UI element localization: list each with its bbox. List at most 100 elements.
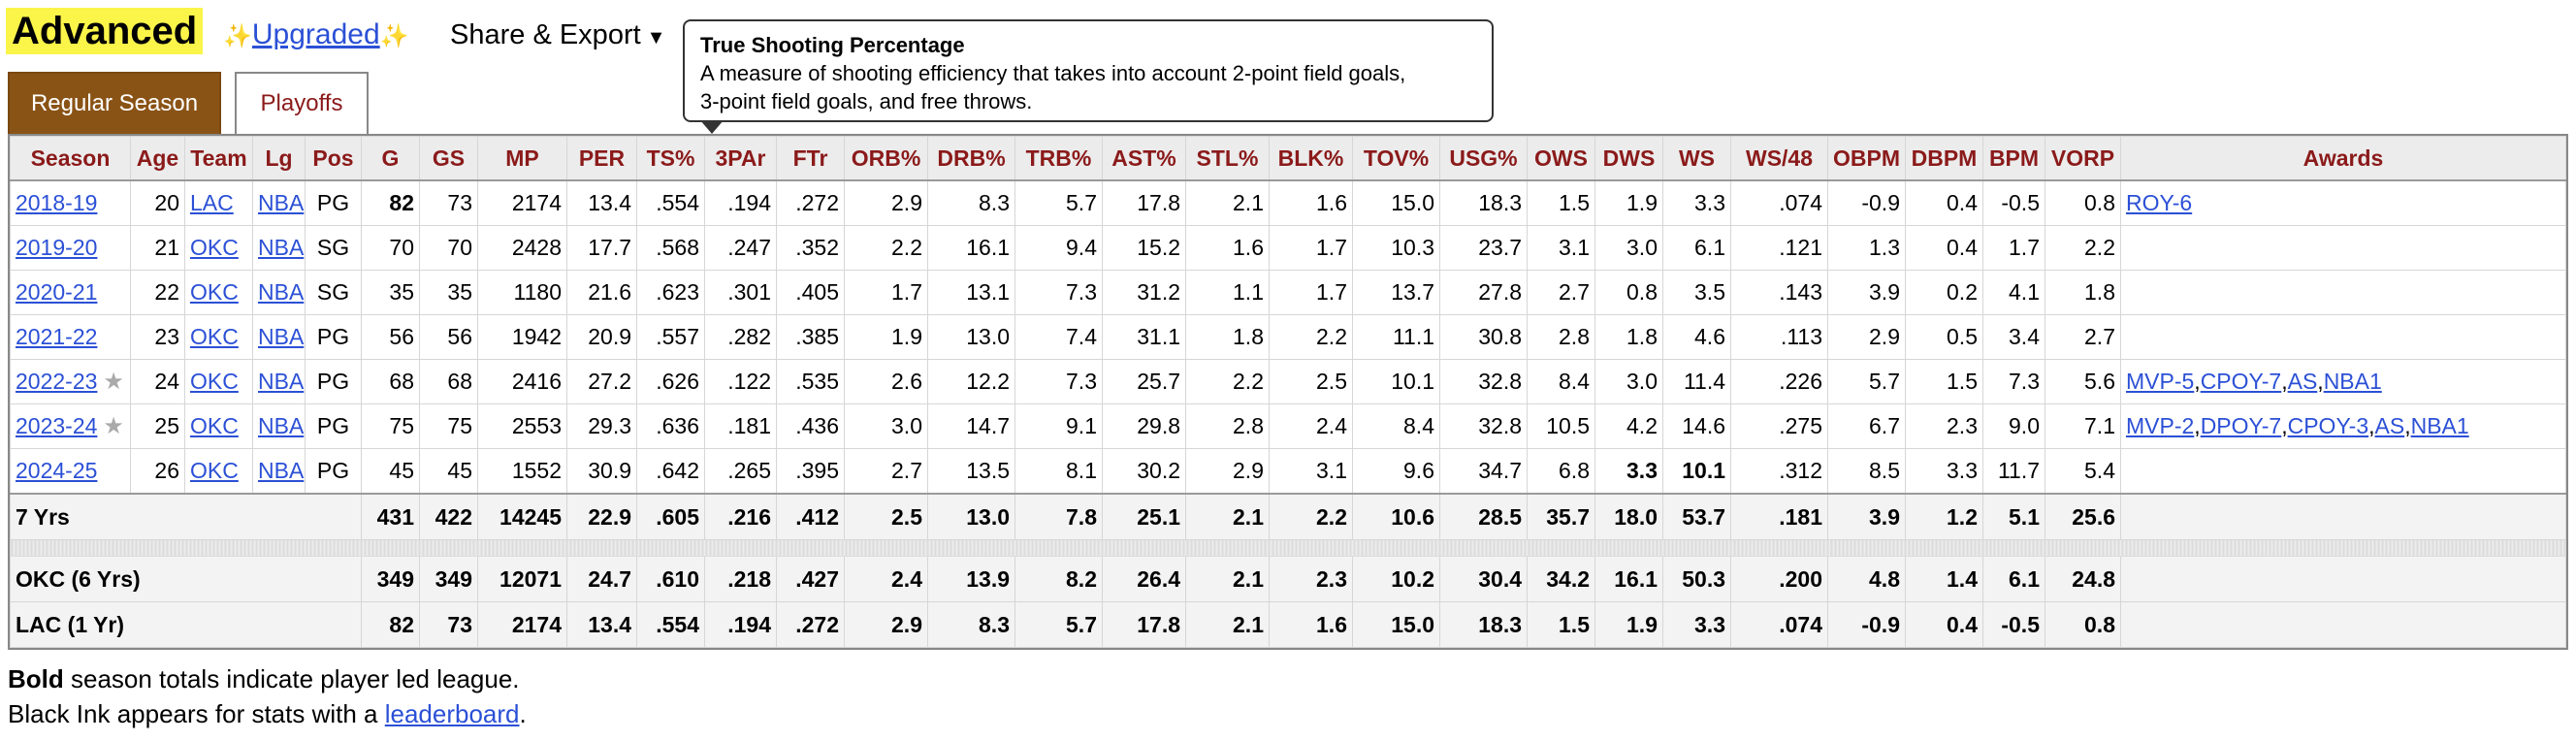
column-header[interactable]: DRB% — [927, 136, 1015, 181]
league-link[interactable]: NBA — [258, 279, 305, 305]
column-header[interactable]: Team — [184, 136, 253, 181]
footnote-line-2-suffix: . — [519, 699, 527, 728]
column-header[interactable]: Lg — [252, 136, 306, 181]
stat-cell-per: 29.3 — [566, 403, 637, 449]
award-link[interactable]: NBA1 — [2323, 369, 2382, 394]
stat-cell-blk: 3.1 — [1269, 448, 1353, 495]
award-link[interactable]: AS — [2287, 369, 2318, 394]
award-link[interactable]: MVP-5 — [2126, 369, 2195, 394]
column-header[interactable]: VORP — [2045, 136, 2121, 181]
team-link[interactable]: OKC — [190, 279, 239, 305]
total-cell-vorp: 0.8 — [2045, 601, 2121, 648]
award-link[interactable]: CPOY-3 — [2287, 413, 2369, 438]
column-header[interactable]: Pos — [305, 136, 362, 181]
award-link[interactable]: CPOY-7 — [2200, 369, 2282, 394]
leaderboard-link[interactable]: leaderboard — [384, 699, 520, 728]
stat-cell-obpm: 1.3 — [1827, 225, 1906, 271]
league-link[interactable]: NBA — [258, 235, 305, 260]
column-header[interactable]: TS% — [636, 136, 705, 181]
season-link[interactable]: 2018-19 — [16, 190, 98, 215]
league-link[interactable]: NBA — [258, 458, 305, 483]
team-link[interactable]: OKC — [190, 235, 239, 260]
season-link[interactable]: 2021-22 — [16, 324, 98, 349]
column-header[interactable]: TOV% — [1352, 136, 1440, 181]
column-header[interactable]: PER — [566, 136, 637, 181]
team-link[interactable]: OKC — [190, 324, 239, 349]
award-link[interactable]: DPOY-7 — [2200, 413, 2282, 438]
position-cell: PG — [305, 403, 362, 449]
tab-regular-season[interactable]: Regular Season — [8, 72, 221, 134]
season-link[interactable]: 2024-25 — [16, 458, 98, 483]
column-header[interactable]: AST% — [1102, 136, 1186, 181]
column-header[interactable]: STL% — [1185, 136, 1270, 181]
stat-cell-bpm: 9.0 — [1982, 403, 2045, 449]
column-header[interactable]: OBPM — [1827, 136, 1906, 181]
season-link[interactable]: 2022-23 — [16, 369, 98, 394]
share-export-menu[interactable]: Share & Export ▼ — [450, 16, 665, 57]
total-cell-g: 431 — [361, 493, 420, 540]
column-header[interactable]: 3PAr — [704, 136, 777, 181]
column-header[interactable]: Season — [10, 136, 131, 181]
league-link[interactable]: NBA — [258, 413, 305, 438]
total-cell-par3: .218 — [704, 556, 777, 602]
column-header[interactable]: MP — [477, 136, 567, 181]
stat-cell-blk: 1.6 — [1269, 179, 1353, 226]
upgraded-link-wrap: ✨Upgraded✨ — [223, 16, 409, 56]
column-header[interactable]: BPM — [1982, 136, 2045, 181]
upgraded-link[interactable]: Upgraded — [251, 18, 380, 50]
stat-cell-obpm: 3.9 — [1827, 270, 1906, 315]
column-header[interactable]: TRB% — [1014, 136, 1103, 181]
total-cell-per: 22.9 — [566, 493, 637, 540]
league-link[interactable]: NBA — [258, 324, 305, 349]
league-cell: NBA — [252, 359, 306, 404]
column-header[interactable]: DBPM — [1905, 136, 1983, 181]
stat-cell-gs: 70 — [419, 225, 478, 271]
column-header[interactable]: OWS — [1527, 136, 1595, 181]
team-link[interactable]: OKC — [190, 413, 239, 438]
column-header[interactable]: G — [361, 136, 420, 181]
award-link[interactable]: ROY-6 — [2126, 190, 2193, 215]
total-cell-per: 24.7 — [566, 556, 637, 602]
stat-cell-vorp: 7.1 — [2045, 403, 2121, 449]
stat-cell-dws: 4.2 — [1594, 403, 1663, 449]
team-cell: OKC — [184, 403, 253, 449]
stat-cell-obpm: 2.9 — [1827, 314, 1906, 360]
award-link[interactable]: MVP-2 — [2126, 413, 2195, 438]
stat-cell-stl: 2.8 — [1185, 403, 1270, 449]
team-link[interactable]: OKC — [190, 369, 239, 394]
season-link[interactable]: 2020-21 — [16, 279, 98, 305]
tab-playoffs[interactable]: Playoffs — [235, 72, 369, 134]
age-cell: 24 — [130, 359, 185, 404]
column-header[interactable]: WS — [1662, 136, 1731, 181]
column-header[interactable]: DWS — [1594, 136, 1663, 181]
stat-cell-trb: 7.3 — [1014, 270, 1103, 315]
total-cell-g: 349 — [361, 556, 420, 602]
team-link[interactable]: OKC — [190, 458, 239, 483]
stat-cell-usg: 32.8 — [1439, 403, 1528, 449]
total-cell-obpm: -0.9 — [1827, 601, 1906, 648]
column-header[interactable]: FTr — [776, 136, 845, 181]
award-link[interactable]: NBA1 — [2410, 413, 2469, 438]
column-header[interactable]: GS — [419, 136, 478, 181]
league-link[interactable]: NBA — [258, 369, 305, 394]
column-header[interactable]: USG% — [1439, 136, 1528, 181]
column-header[interactable]: Age — [130, 136, 185, 181]
column-header[interactable]: WS/48 — [1730, 136, 1828, 181]
stat-cell-ws: 11.4 — [1662, 359, 1731, 404]
award-link[interactable]: AS — [2374, 413, 2405, 438]
stat-cell-gs: 45 — [419, 448, 478, 495]
column-header[interactable]: ORB% — [844, 136, 928, 181]
column-header[interactable]: Awards — [2120, 136, 2566, 181]
stat-cell-stl: 1.8 — [1185, 314, 1270, 360]
league-link[interactable]: NBA — [258, 190, 305, 215]
season-link[interactable]: 2019-20 — [16, 235, 98, 260]
stat-cell-par3: .247 — [704, 225, 777, 271]
column-header[interactable]: BLK% — [1269, 136, 1353, 181]
stat-cell-vorp: 5.6 — [2045, 359, 2121, 404]
total-cell-vorp: 24.8 — [2045, 556, 2121, 602]
team-link[interactable]: LAC — [190, 190, 234, 215]
tooltip-arrow — [700, 120, 724, 134]
season-link[interactable]: 2023-24 — [16, 413, 98, 438]
stat-cell-ws: 3.5 — [1662, 270, 1731, 315]
total-cell-dws: 1.9 — [1594, 601, 1663, 648]
